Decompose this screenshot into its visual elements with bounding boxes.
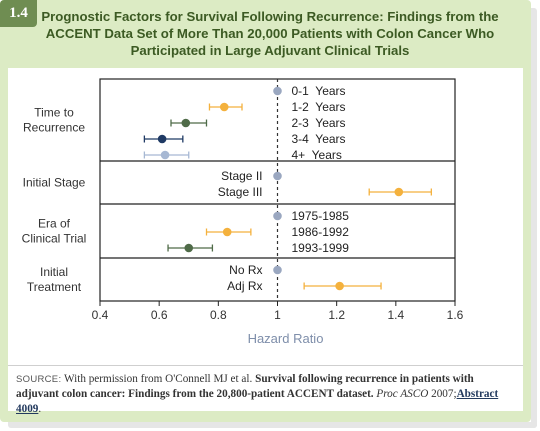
source-abstract-link[interactable]: Abstract 4009 <box>16 388 499 415</box>
hazard-point <box>273 86 282 96</box>
forest-plot: 0.4 0.6 0.8 1 1.2 1.4 1.6 Hazard Ratio Time to Re… <box>22 78 464 346</box>
source-journal: Proc ASCO <box>376 388 429 400</box>
category-label: No Rx <box>229 263 262 277</box>
x-tick-label: 0.8 <box>210 308 227 322</box>
chart-panel: 0.4 0.6 0.8 1 1.2 1.4 1.6 Hazard Ratio Time to Re… <box>8 68 523 411</box>
category-label: Stage II <box>221 169 262 183</box>
category-label: 2-3 Years <box>292 116 346 130</box>
category-label: Stage III <box>218 185 263 199</box>
x-tick-label: 1.4 <box>387 308 404 322</box>
category-label: 1975-1985 <box>292 209 350 223</box>
figure-number-badge: 1.4 <box>0 0 37 27</box>
hazard-point <box>273 171 282 181</box>
hazard-point <box>160 150 170 160</box>
group-label: Initial Stage <box>23 176 86 190</box>
source-label: SOURCE: <box>16 374 62 385</box>
hazard-point <box>335 281 344 291</box>
card-shadow-bottom <box>8 422 537 428</box>
hazard-point <box>222 227 232 237</box>
x-tick-label: 0.4 <box>92 308 109 322</box>
x-axis-label: Hazard Ratio <box>248 331 324 346</box>
figure-card: 1.4 Prognostic Factors for Survival Foll… <box>0 0 531 422</box>
group-label: Era of Clinical Trial <box>22 217 87 246</box>
hazard-point <box>157 134 167 144</box>
hazard-point <box>219 102 229 112</box>
group-label: Time to Recurrence <box>23 106 85 135</box>
hazard-point <box>273 265 282 275</box>
card-shadow-right <box>531 8 537 428</box>
source-year: 2007; <box>431 388 457 400</box>
x-tick-label: 1 <box>274 308 281 322</box>
category-label: 1993-1999 <box>292 241 350 255</box>
x-tick-label: 1.2 <box>328 308 345 322</box>
source-note: SOURCE: With permission from O'Connell M… <box>16 372 516 417</box>
hazard-point <box>273 211 282 221</box>
source-prefix: With permission from O'Connell MJ et al. <box>61 373 256 385</box>
category-label: Adj Rx <box>227 279 262 293</box>
x-tick-label: 1.6 <box>447 308 464 322</box>
hazard-point <box>184 243 194 253</box>
group-label: Initial Treatment <box>27 265 82 294</box>
hazard-point <box>394 187 404 197</box>
source-divider <box>8 365 523 366</box>
category-label: 1-2 Years <box>292 100 346 114</box>
category-label: 0-1 Years <box>292 84 346 98</box>
category-label: 4+ Years <box>292 148 342 162</box>
category-label: 3-4 Years <box>292 132 346 146</box>
category-label: 1986-1992 <box>292 225 350 239</box>
source-end: . <box>38 403 42 415</box>
x-tick-label: 0.6 <box>151 308 168 322</box>
figure-title: Prognostic Factors for Survival Followin… <box>41 9 499 58</box>
source-article-title: Survival following recurrence in patient… <box>16 373 474 400</box>
hazard-point <box>181 118 191 128</box>
